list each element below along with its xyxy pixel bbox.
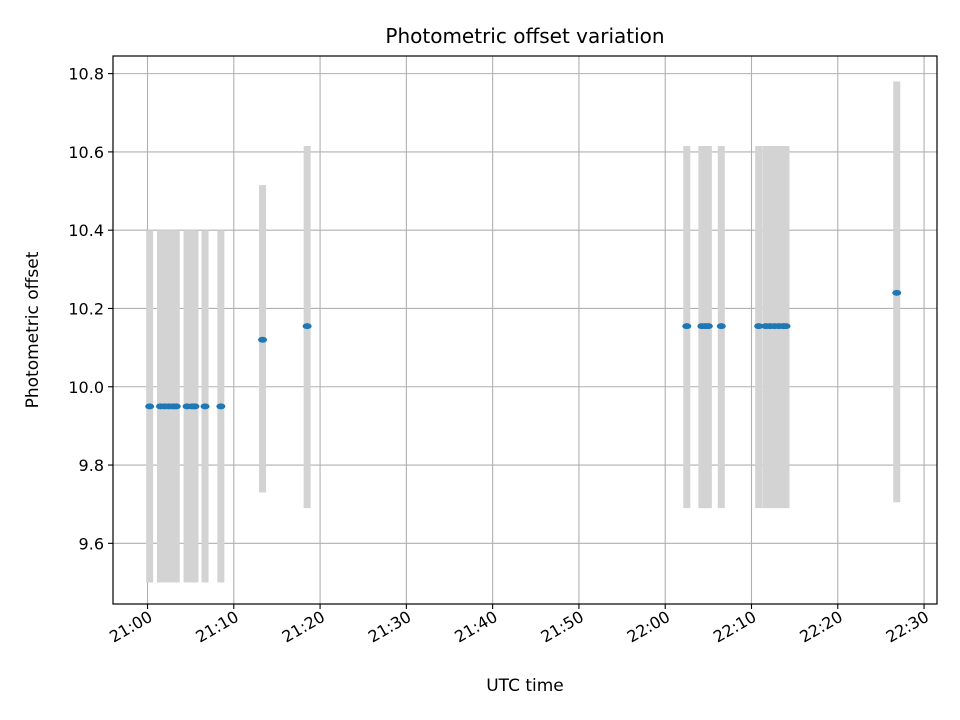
data-point xyxy=(302,323,312,330)
y-tick-label: 9.6 xyxy=(79,534,104,553)
data-point xyxy=(190,403,200,410)
data-point xyxy=(145,403,155,410)
y-tick-label: 10.8 xyxy=(68,65,104,84)
data-point xyxy=(703,323,713,330)
data-point xyxy=(781,323,791,330)
data-point xyxy=(200,403,210,410)
y-tick-label: 10.6 xyxy=(68,143,104,162)
data-point xyxy=(171,403,181,410)
data-point xyxy=(682,323,692,330)
data-point xyxy=(258,336,268,343)
y-tick-label: 10.4 xyxy=(68,221,104,240)
plot-frame xyxy=(112,55,938,605)
data-point xyxy=(754,323,764,330)
data-points xyxy=(145,289,902,410)
chart-title: Photometric offset variation xyxy=(385,24,664,48)
y-tick-label: 9.8 xyxy=(79,456,104,475)
data-point xyxy=(892,289,902,296)
y-axis-title: Photometric offset xyxy=(23,251,43,408)
grid xyxy=(113,56,937,604)
data-point xyxy=(216,403,226,410)
x-axis-title: UTC time xyxy=(486,676,564,696)
y-tick-label: 10.2 xyxy=(68,299,104,318)
data-point xyxy=(716,323,726,330)
y-tick-label: 10.0 xyxy=(68,378,104,397)
y-axis-ticks: 9.6 9.8 10.0 10.2 10.4 10.6 10.8 xyxy=(68,65,113,553)
